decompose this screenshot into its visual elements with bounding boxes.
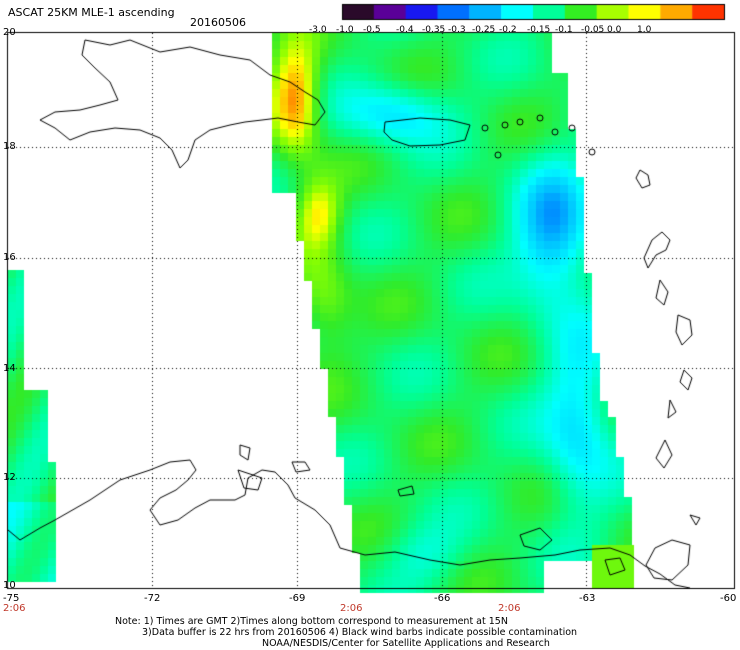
colorbar-label: -1.0 [336,25,354,35]
colorbar-label: -0.05 [581,25,605,35]
lon-label-63: -63 [579,593,596,604]
lon-label-60: -60 [720,593,737,604]
note-line-1: Note: 1) Times are GMT 2)Times along bot… [115,616,508,627]
time-label-2: 2:06 [340,603,363,614]
colorbar-label: -0.5 [363,25,381,35]
map-date: 20160506 [190,16,246,29]
colorbar-label: -0.25 [472,25,496,35]
lon-label-72: -72 [144,593,161,604]
colorbar-label: 0.0 [607,25,622,35]
lat-label-10: 10 [3,580,16,591]
lat-label-12: 12 [3,472,16,483]
colorbar-label: -0.2 [499,25,517,35]
lon-label-66: -66 [434,593,451,604]
map-title: ASCAT 25KM MLE-1 ascending [8,6,175,19]
note-line-2: 3)Data buffer is 22 hrs from 20160506 4)… [142,627,578,638]
lat-label-14: 14 [3,363,16,374]
lon-label-69: -69 [289,593,306,604]
colorbar-label: -0.15 [527,25,551,35]
time-label-3: 2:06 [498,603,521,614]
lat-label-18: 18 [3,141,16,152]
lon-label-75: -75 [3,593,20,604]
colorbar-label: -3.0 [309,25,327,35]
time-label-1: 2:06 [3,603,26,614]
note-line-3: NOAA/NESDIS/Center for Satellite Applica… [262,638,550,649]
colorbar-label: -0.1 [555,25,573,35]
colorbar-label: -0.3 [448,25,466,35]
colorbar-label: -0.4 [396,25,414,35]
lat-label-20: 20 [3,27,16,38]
colorbar-label: -0.35 [422,25,446,35]
colorbar-label: 1.0 [637,25,652,35]
lat-label-16: 16 [3,252,16,263]
